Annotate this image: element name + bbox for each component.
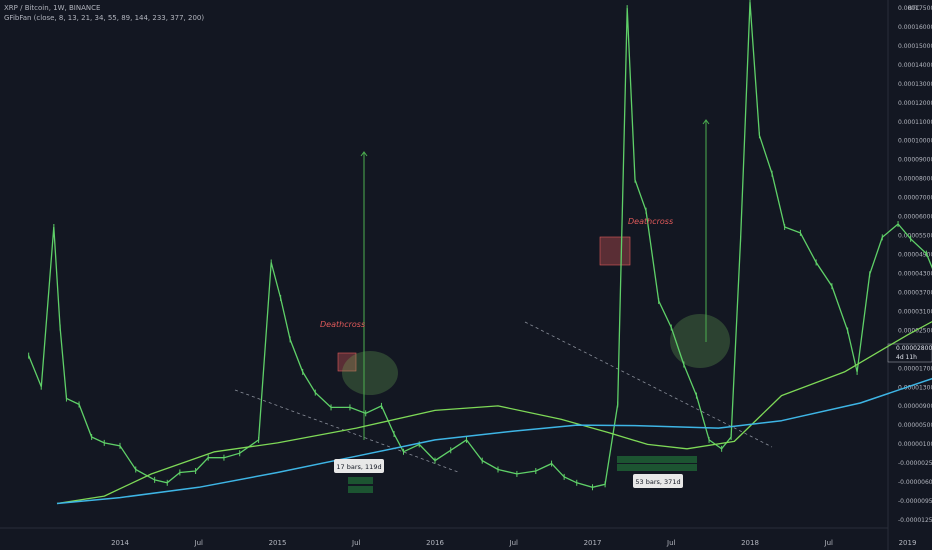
- price-tick-label: -0.00000600: [898, 479, 932, 486]
- price-series: [28, 2, 932, 488]
- range-box-2a: [617, 456, 697, 463]
- time-tick-label: Jul: [666, 539, 676, 547]
- time-tick-label: 2018: [741, 539, 759, 547]
- price-tick-label: 0.00001300: [898, 384, 932, 391]
- time-tick-label: Jul: [351, 539, 361, 547]
- price-tick-label: 0.00005500: [898, 233, 932, 240]
- price-tick-label: 0.00003100: [898, 308, 932, 315]
- price-tick-label: 0.00014000: [898, 62, 932, 69]
- projection-arrow-1-head: [360, 151, 368, 157]
- time-tick-label: 2016: [426, 539, 444, 547]
- price-tick-label: 0.00001700: [898, 365, 932, 372]
- ma-blue-line: [56, 377, 932, 505]
- symbol-title: XRP / Bitcoin, 1W, BINANCE: [4, 4, 101, 12]
- price-tick-label: 0.00004900: [898, 252, 932, 259]
- time-tick-label: 2019: [899, 539, 917, 547]
- currency-label: BTC: [908, 5, 920, 12]
- time-tick-label: Jul: [509, 539, 519, 547]
- price-tick-label: 0.00000900: [898, 403, 932, 410]
- price-tick-label: 0.00000100: [898, 441, 932, 448]
- price-tick-label: 0.00016000: [898, 24, 932, 31]
- price-tick-label: 0.00015000: [898, 43, 932, 50]
- price-tick-label: 0.00003700: [898, 289, 932, 296]
- price-tick-label: 0.00004300: [898, 270, 932, 277]
- measure-tag-2: 53 bars, 371d: [635, 478, 680, 486]
- range-box-2b: [617, 464, 697, 471]
- price-tick-label: 0.00011000: [898, 119, 932, 126]
- price-tick-label: -0.00000250: [898, 460, 932, 467]
- price-tick-label: 0.00007000: [898, 195, 932, 202]
- deathcross-label-1: Deathcross: [320, 320, 365, 329]
- price-tick-label: -0.00001250: [898, 517, 932, 524]
- time-tick-label: 2015: [269, 539, 287, 547]
- countdown-label: 4d 11h: [896, 354, 917, 361]
- price-tick-label: 0.00012000: [898, 100, 932, 107]
- price-tick-label: 0.00008000: [898, 176, 932, 183]
- price-tick-label: 0.00000500: [898, 422, 932, 429]
- highlight-circle-1: [342, 351, 398, 395]
- price-tick-label: 0.00009000: [898, 157, 932, 164]
- price-tick-label: -0.00000950: [898, 498, 932, 505]
- price-tick-label: 0.00013000: [898, 81, 932, 88]
- highlight-circle-2: [670, 314, 730, 368]
- price-tick-label: 0.00006000: [898, 214, 932, 221]
- ma-green-line: [56, 320, 932, 505]
- price-tick-label: 0.00017500: [898, 5, 932, 12]
- indicator-title: GFibFan (close, 8, 13, 21, 34, 55, 89, 1…: [4, 14, 205, 22]
- trendline-2: [524, 321, 773, 448]
- range-box-1b: [348, 486, 373, 493]
- measure-tag-2-bg: [633, 474, 683, 488]
- measure-tag-1-bg: [334, 459, 384, 473]
- time-tick-label: Jul: [194, 539, 204, 547]
- range-box-1a: [348, 477, 373, 484]
- time-tick-label: Jul: [824, 539, 834, 547]
- deathcross-marker-1: [337, 352, 357, 372]
- chart-legend: XRP / Bitcoin, 1W, BINANCE GFibFan (clos…: [4, 3, 204, 23]
- time-tick-label: 2014: [111, 539, 129, 547]
- price-tick-label: 0.00010000: [898, 138, 932, 145]
- measure-tag-1: 17 bars, 119d: [336, 463, 381, 471]
- current-price-tag: [887, 343, 932, 363]
- time-tick-label: 2017: [584, 539, 602, 547]
- deathcross-label-2: Deathcross: [628, 217, 673, 226]
- current-price-label: 0.00002800: [896, 345, 932, 352]
- projection-arrow-2-head: [702, 119, 710, 125]
- deathcross-marker-2: [599, 236, 631, 266]
